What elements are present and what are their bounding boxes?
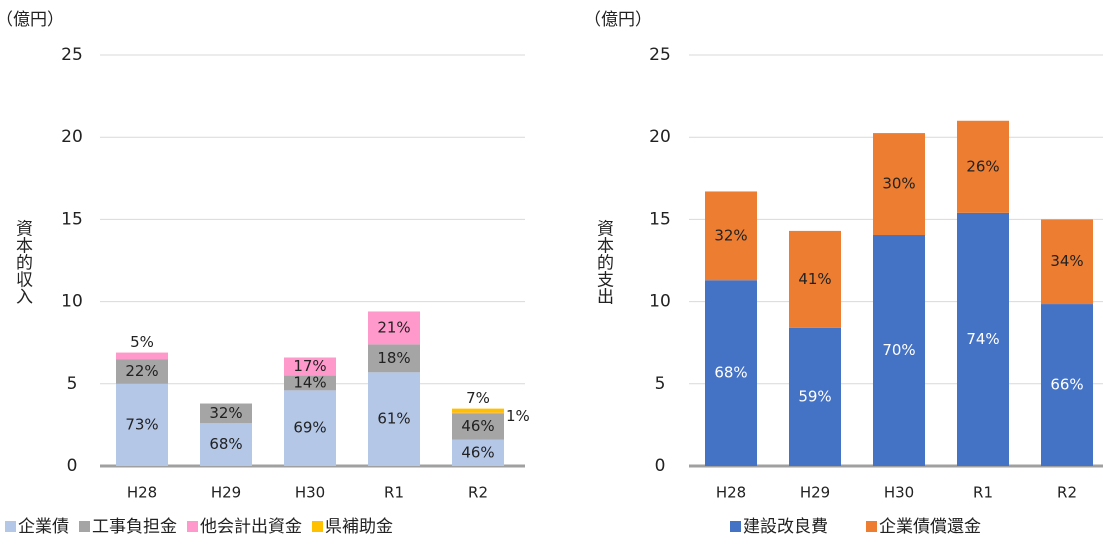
y-tick-label: 15 [649,209,671,229]
data-label: 5% [130,333,154,351]
legend-swatch [187,521,198,532]
y-tick-label: 25 [649,45,671,65]
data-label: 70% [882,341,915,359]
data-label: 69% [293,419,326,437]
bar-segment [116,359,168,384]
unit-label: （億円） [0,10,64,30]
x-tick-label: H28 [716,484,746,502]
y-tick-label: 10 [649,292,671,312]
bar-segment [957,212,1009,466]
bar-segment [873,133,925,236]
y-tick-label: 20 [61,127,83,147]
y-tick-label: 5 [67,374,78,394]
bar-segment [116,383,168,466]
bar-segment [368,372,420,466]
bar-segment [116,352,168,360]
data-label: 61% [377,410,410,428]
legend-swatch [5,521,16,532]
data-label: 30% [882,175,915,193]
bar-segment [284,357,336,376]
data-label: 66% [1050,376,1083,394]
bar-segment [452,412,504,414]
data-label: 14% [293,373,326,391]
y-tick-label: 5 [655,374,666,394]
data-label: 73% [125,415,158,433]
bar-segment [368,344,420,373]
data-label: 7% [466,389,490,407]
legend-label: 他会計出資金 [200,517,302,537]
bar-segment [1041,304,1093,466]
data-label: 17% [293,357,326,375]
legend-label: 県補助金 [325,517,393,537]
y-tick-label: 10 [61,292,83,312]
legend-swatch [730,521,741,532]
bar-segment [1041,219,1093,305]
data-label: 32% [209,404,242,422]
bar-segment [789,327,841,466]
legend-label: 建設改良費 [743,517,828,537]
y-axis-label: 資本的支出 [593,219,614,304]
data-label: 1% [506,407,530,425]
legend-swatch [866,521,877,532]
bar-segment [452,439,504,466]
x-tick-label: H29 [211,484,241,502]
x-tick-label: R2 [468,484,488,502]
y-tick-label: 15 [61,209,83,229]
y-tick-label: 20 [649,127,671,147]
bar-segment [368,311,420,345]
bar-segment [200,403,252,424]
data-label: 74% [966,330,999,348]
data-label: 59% [798,387,831,405]
y-tick-label: 25 [61,45,83,65]
x-tick-label: H28 [127,484,157,502]
legend-swatch [79,521,90,532]
data-label: 34% [1050,252,1083,270]
x-tick-label: R1 [384,484,404,502]
x-tick-label: H29 [800,484,830,502]
data-label: 32% [714,226,747,244]
bar-segment [452,413,504,440]
bar-segment [284,390,336,466]
bar-segment [284,375,336,391]
unit-label: （億円） [584,10,652,30]
data-label: 21% [377,318,410,336]
data-label: 41% [798,270,831,288]
bar-segment [873,235,925,466]
data-label: 46% [461,443,494,461]
y-tick-label: 0 [655,456,666,476]
data-label: 22% [125,362,158,380]
x-tick-label: H30 [295,484,325,502]
bar-segment [705,280,757,466]
data-label: 26% [966,157,999,175]
legend-label: 企業債 [18,517,69,537]
bar-segment [200,423,252,466]
x-tick-label: H30 [884,484,914,502]
x-tick-label: R2 [1057,484,1077,502]
x-tick-label: R1 [973,484,993,502]
bar-segment [789,230,841,328]
legend-label: 工事負担金 [92,517,177,537]
bar-segment [705,191,757,281]
data-label: 68% [209,435,242,453]
legend-label: 企業債償還金 [879,517,981,537]
data-label: 18% [377,349,410,367]
bar-segment [957,120,1009,213]
bar-segment [452,408,504,413]
y-axis-label: 資本的収入 [12,219,33,304]
data-label: 68% [714,364,747,382]
legend-swatch [312,521,323,532]
y-tick-label: 0 [67,456,78,476]
data-label: 46% [461,417,494,435]
